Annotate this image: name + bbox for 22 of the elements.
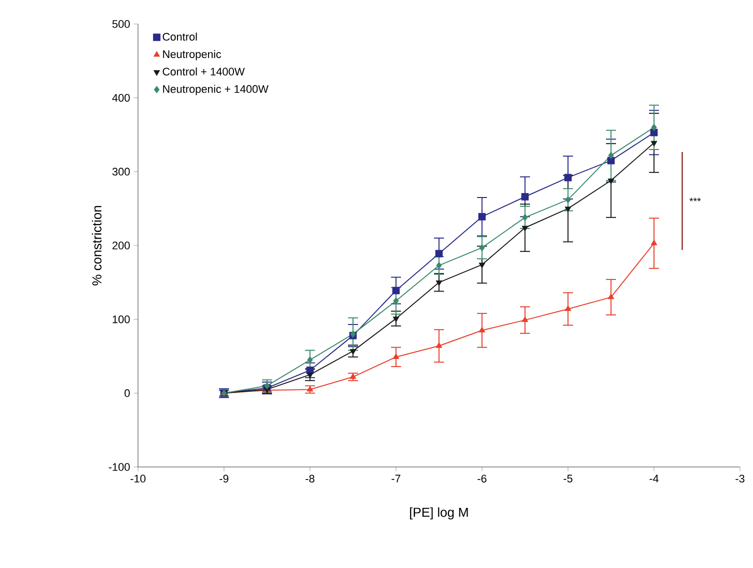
x-axis-title: [PE] log M: [410, 507, 468, 520]
legend-label: Control: [162, 32, 197, 41]
x-tick-label: -7: [392, 474, 400, 482]
legend-label: Control + 1400W: [162, 67, 245, 76]
x-tick-label: -4: [650, 474, 659, 482]
x-tick-label: -8: [306, 474, 314, 483]
legend-label: Neutropenic: [163, 50, 222, 60]
y-axis-title: % constriction: [92, 206, 102, 286]
annotation: ***: [690, 198, 701, 202]
x-tick-label: -9: [220, 474, 228, 483]
y-tick-label: 500: [112, 20, 130, 28]
y-tick-label: 100: [112, 315, 130, 324]
y-tick-label: 300: [112, 168, 130, 176]
y-tick-label: -100: [108, 463, 130, 471]
y-tick-label: 0: [124, 389, 130, 398]
x-tick-label: -5: [564, 474, 572, 482]
y-tick-label: 200: [112, 242, 130, 250]
x-tick-label: -10: [130, 474, 146, 483]
y-tick-label: 400: [112, 94, 130, 102]
legend-label: Neutropenic + 1400W: [163, 84, 268, 96]
x-tick-label: -6: [478, 474, 486, 483]
x-tick-label: -3: [736, 474, 744, 483]
